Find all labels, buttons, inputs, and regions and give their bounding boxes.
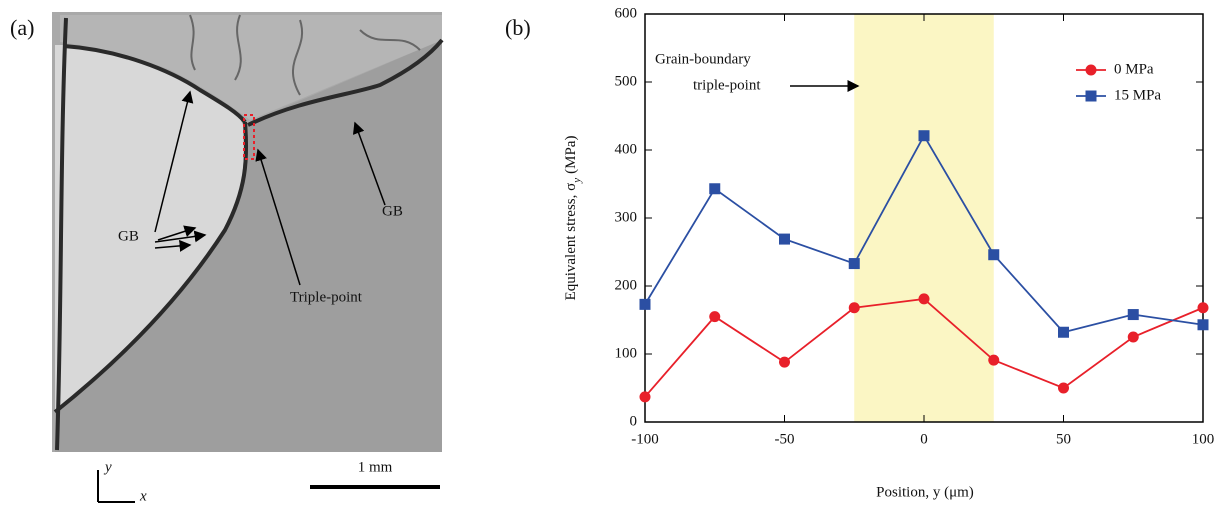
panel-label: (a): [10, 15, 34, 40]
x-tick-label: -50: [775, 431, 795, 447]
axis-y-label: y: [103, 459, 112, 475]
x-tick-label: 100: [1192, 431, 1215, 447]
x-tick-label: 50: [1056, 431, 1071, 447]
legend-marker: [1085, 64, 1097, 76]
y-axis-label: Equivalent stress, σy (MPa): [563, 136, 582, 301]
x-tick-label: 0: [920, 431, 928, 447]
scale-label: 1 mm: [358, 459, 393, 475]
y-tick-label: 0: [630, 413, 638, 429]
annotation: triple-point: [693, 77, 761, 93]
plot: 0 100 200 300 400 500 600 -100 -50 0 50 100 Grain-bo…: [615, 5, 1215, 447]
point: [988, 249, 1000, 261]
legend-label: 15 MPa: [1114, 87, 1161, 103]
y-tick-label: 200: [615, 277, 638, 293]
shaded-region: [854, 14, 994, 422]
y-tick-label: 500: [615, 73, 638, 89]
x-tick-label: -100: [631, 431, 659, 447]
point: [1127, 331, 1139, 343]
gb-label: GB: [382, 203, 403, 219]
y-label-unit: (MPa): [563, 136, 579, 174]
point: [848, 258, 860, 270]
point: [639, 298, 651, 310]
point: [1197, 302, 1209, 314]
point: [1058, 326, 1069, 338]
annotation: Grain-boundary: [655, 51, 751, 67]
point: [779, 356, 790, 368]
legend-marker: [1085, 90, 1097, 102]
triple-point-label: Triple-point: [290, 289, 363, 305]
point: [779, 233, 790, 245]
y-tick-label: 100: [615, 345, 638, 361]
point: [709, 183, 721, 195]
y-tick-label: 300: [615, 209, 638, 225]
gb-label: GB: [118, 228, 139, 244]
point: [639, 391, 651, 403]
point: [1058, 382, 1069, 394]
axis-icon: [97, 470, 135, 503]
y-tick-label: 400: [615, 141, 638, 157]
point: [988, 354, 1000, 366]
y-tick-label: 600: [615, 5, 638, 21]
point: [709, 311, 721, 323]
panel-label: (b): [505, 15, 531, 40]
micrograph: [52, 12, 444, 452]
point: [918, 130, 930, 142]
point: [1127, 309, 1139, 321]
point: [848, 302, 860, 314]
point: [1197, 319, 1209, 331]
x-axis-label: Position, y (μm): [876, 484, 974, 500]
y-label-text: Equivalent stress, σ: [563, 183, 579, 301]
axis-x-label: x: [139, 488, 147, 504]
y-label-sub: y: [571, 178, 583, 184]
legend-label: 0 MPa: [1114, 61, 1154, 77]
point: [918, 293, 930, 305]
